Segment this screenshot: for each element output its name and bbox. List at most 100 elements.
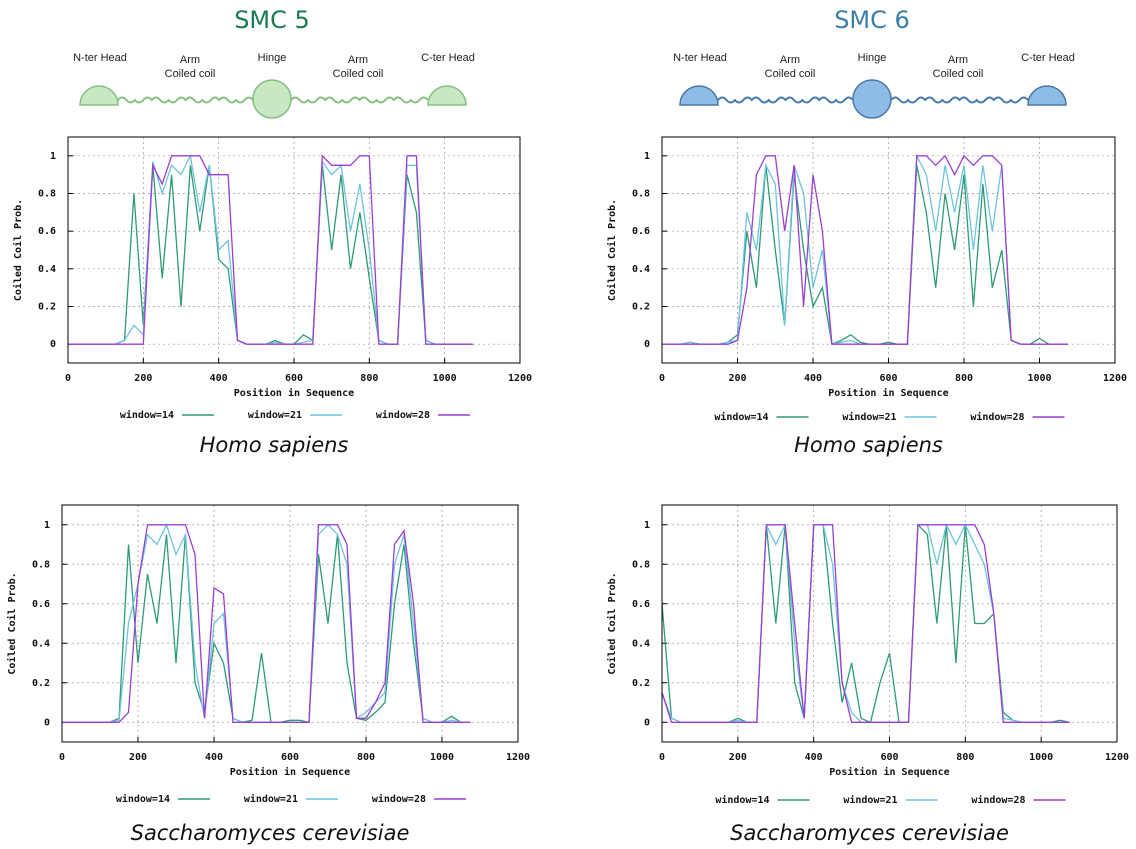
legend-label: window=21	[843, 794, 897, 806]
y-tick-label: 0.6	[632, 599, 650, 610]
panel-title: SMC 6	[834, 6, 910, 34]
plot-frame	[661, 504, 1118, 743]
x-tick-label: 400	[205, 752, 223, 763]
y-tick-label: 0.6	[38, 226, 56, 237]
series-line	[62, 524, 471, 723]
x-tick-label: 1200	[508, 373, 532, 384]
x-tick-label: 600	[879, 373, 897, 384]
x-tick-label: 200	[129, 752, 147, 763]
legend-label: window=14	[714, 411, 768, 423]
plot-frame	[661, 136, 1116, 364]
arm	[890, 96, 1029, 104]
plot-frame	[61, 504, 519, 743]
arm	[117, 96, 254, 104]
y-tick-label: 0.6	[32, 599, 50, 610]
x-tick-label: 800	[955, 373, 973, 384]
y-tick-label: 0.6	[632, 226, 650, 237]
x-axis-label: Position in Sequence	[234, 387, 354, 399]
y-tick-label: 0.8	[632, 559, 650, 570]
series-line	[62, 534, 471, 724]
caption: Saccharomyces cerevisiae	[131, 821, 410, 845]
plot-area	[662, 505, 1117, 742]
y-tick-label: 0.2	[632, 678, 650, 689]
y-tick-label: 0	[44, 717, 50, 728]
plot-area	[62, 505, 518, 742]
domain-label: Hinge	[858, 52, 887, 64]
x-tick-label: 400	[210, 373, 228, 384]
legend-label: window=28	[376, 409, 430, 421]
legend-label: window=28	[372, 793, 426, 805]
y-tick-label: 0.8	[38, 189, 56, 200]
domain-label: Arm	[348, 54, 368, 66]
y-tick-label: 1	[644, 151, 650, 162]
domain-label: N-ter Head	[673, 52, 727, 64]
series-line	[662, 165, 1068, 346]
series-line	[68, 154, 473, 345]
x-axis-label: Position in Sequence	[828, 387, 948, 399]
domain-label: Coiled coil	[333, 68, 384, 80]
y-tick-label: 1	[644, 520, 650, 531]
y-tick-label: 0	[644, 717, 650, 728]
plot-frame	[67, 136, 521, 364]
x-tick-label: 800	[956, 752, 974, 763]
legend-label: window=28	[971, 794, 1025, 806]
x-tick-label: 0	[659, 752, 665, 763]
legend-label: window=28	[970, 411, 1024, 423]
plot-area	[662, 137, 1115, 363]
caption: Homo sapiens	[794, 433, 943, 457]
arm	[290, 96, 429, 104]
series-line	[662, 154, 1068, 345]
x-tick-label: 200	[728, 373, 746, 384]
domain-label: N-ter Head	[73, 52, 127, 64]
y-tick-label: 1	[50, 151, 56, 162]
x-axis-label: Position in Sequence	[829, 766, 949, 778]
x-tick-label: 600	[281, 752, 299, 763]
y-tick-label: 0.2	[38, 302, 56, 313]
caption: Homo sapiens	[200, 433, 349, 457]
y-tick-label: 0.2	[32, 678, 50, 689]
plot-area	[68, 137, 520, 363]
x-tick-label: 400	[804, 373, 822, 384]
y-axis-label: Coiled Coil Prob.	[606, 572, 618, 674]
x-tick-label: 600	[880, 752, 898, 763]
x-tick-label: 200	[134, 373, 152, 384]
domain-label: C-ter Head	[421, 52, 475, 64]
x-tick-label: 1000	[1027, 373, 1051, 384]
x-tick-label: 0	[59, 752, 65, 763]
x-tick-label: 800	[357, 752, 375, 763]
x-tick-label: 1000	[1029, 752, 1053, 763]
x-axis-label: Position in Sequence	[230, 766, 350, 778]
c-head	[1027, 85, 1067, 106]
domain-label: Coiled coil	[765, 68, 816, 80]
y-tick-label: 0.4	[32, 638, 50, 649]
y-tick-label: 0.4	[38, 264, 56, 275]
y-axis-label: Coiled Coil Prob.	[12, 199, 24, 301]
n-head	[679, 85, 719, 106]
x-tick-label: 800	[360, 373, 378, 384]
x-tick-label: 200	[729, 752, 747, 763]
x-tick-label: 0	[65, 373, 71, 384]
legend-label: window=21	[248, 409, 302, 421]
y-tick-label: 0.8	[632, 189, 650, 200]
x-tick-label: 1200	[1105, 752, 1129, 763]
y-tick-label: 0.4	[632, 264, 650, 275]
x-tick-label: 400	[805, 752, 823, 763]
hinge	[852, 79, 892, 119]
x-tick-label: 1200	[1103, 373, 1127, 384]
series-line	[661, 524, 1070, 723]
legend-label: window=21	[244, 793, 298, 805]
y-tick-label: 0.4	[632, 638, 650, 649]
domain-label: Arm	[780, 54, 800, 66]
y-tick-label: 0	[644, 339, 650, 350]
y-tick-label: 0	[50, 339, 56, 350]
y-tick-label: 0.8	[32, 559, 50, 570]
arm	[717, 96, 854, 104]
y-tick-label: 0.2	[632, 302, 650, 313]
hinge	[252, 79, 292, 119]
x-tick-label: 1000	[430, 752, 454, 763]
x-tick-label: 1000	[433, 373, 457, 384]
domain-label: Arm	[180, 54, 200, 66]
y-axis-label: Coiled Coil Prob.	[606, 199, 618, 301]
n-head	[79, 85, 119, 106]
